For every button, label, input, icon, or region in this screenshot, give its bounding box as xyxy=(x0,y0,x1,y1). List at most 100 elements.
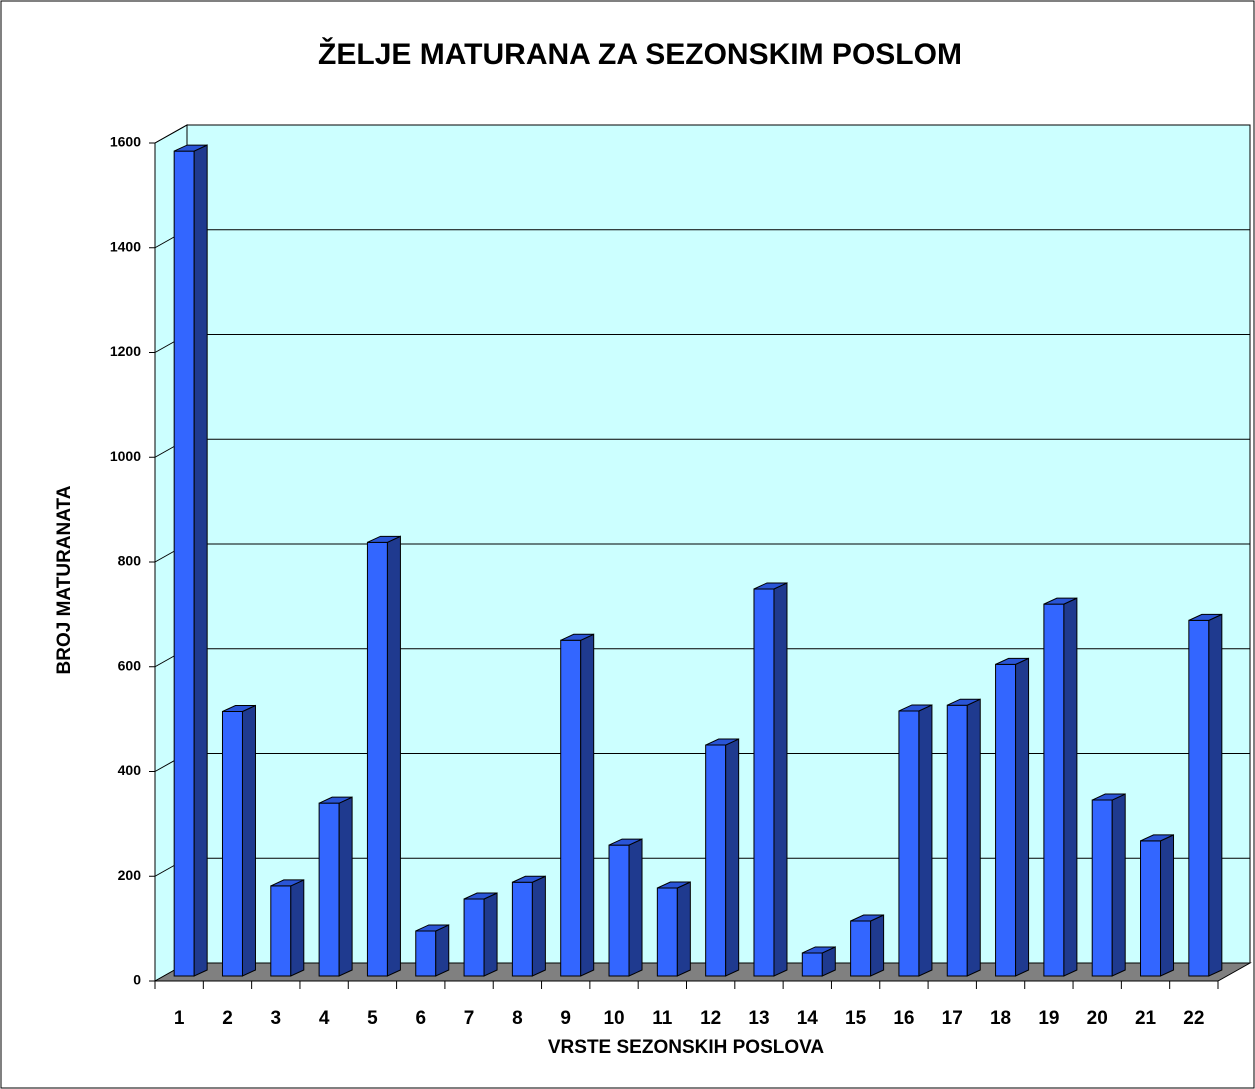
bar-face xyxy=(338,796,353,977)
bar xyxy=(1140,834,1175,977)
y-tick-label: 400 xyxy=(118,762,142,778)
bar-face xyxy=(483,892,498,977)
bar-face xyxy=(608,844,630,977)
bar xyxy=(366,535,401,977)
bar-face xyxy=(386,535,401,977)
x-tick-label: 2 xyxy=(222,1008,233,1029)
bar-face xyxy=(850,920,872,977)
bar xyxy=(221,704,256,977)
bar-face xyxy=(870,914,885,977)
x-tick-label: 19 xyxy=(1038,1008,1059,1029)
bar-face xyxy=(725,738,740,977)
x-tick-label: 18 xyxy=(990,1008,1011,1029)
bar-face xyxy=(463,898,485,977)
bar-face xyxy=(656,887,678,977)
x-tick-label: 6 xyxy=(415,1008,426,1029)
bar xyxy=(946,698,981,977)
bar xyxy=(753,582,788,977)
bar-face xyxy=(705,738,739,746)
grid-line xyxy=(154,124,188,144)
x-tick-label: 15 xyxy=(845,1008,867,1029)
y-axis-label: BROJ MATURANATA xyxy=(54,485,75,674)
bar-face xyxy=(1208,613,1223,977)
bar-face xyxy=(753,582,788,590)
bar-face xyxy=(608,838,643,846)
bar-face xyxy=(1063,597,1078,977)
bar-face xyxy=(435,924,450,977)
x-tick-label: 16 xyxy=(893,1008,914,1029)
x-tick-label: 21 xyxy=(1135,1008,1157,1029)
bar-face xyxy=(966,698,981,977)
bar xyxy=(270,879,305,977)
bar-face xyxy=(1091,793,1126,801)
bar-face xyxy=(802,946,836,954)
x-tick-label: 3 xyxy=(271,1008,282,1029)
bar-face xyxy=(366,541,388,977)
bar-face xyxy=(995,657,1029,665)
bar-face xyxy=(705,744,727,977)
bar xyxy=(850,914,885,977)
x-tick-label: 4 xyxy=(319,1008,330,1029)
bar-face xyxy=(801,952,823,977)
bar-face xyxy=(463,892,498,900)
bar-face xyxy=(1140,840,1162,977)
x-tick-label: 5 xyxy=(367,1008,378,1029)
bar-face xyxy=(898,704,933,712)
y-tick-label: 1200 xyxy=(110,343,141,359)
y-tick-label: 1400 xyxy=(110,238,141,254)
bar-face xyxy=(1160,834,1175,977)
bar-face xyxy=(995,663,1017,977)
x-tick-label: 14 xyxy=(797,1008,819,1029)
bar-face xyxy=(270,885,292,977)
x-tick-label: 13 xyxy=(748,1008,769,1029)
bar-face xyxy=(531,875,546,977)
bar-face xyxy=(415,930,437,977)
bar xyxy=(1188,613,1223,977)
bar-face xyxy=(193,144,208,977)
bar xyxy=(656,881,691,977)
bar-face xyxy=(947,698,981,706)
bar-face xyxy=(560,633,594,641)
bar-face xyxy=(850,914,884,922)
y-tick-label: 1600 xyxy=(110,134,141,150)
x-tick-label: 7 xyxy=(464,1008,475,1029)
bar xyxy=(1043,597,1078,977)
bar-face xyxy=(512,875,546,883)
bar-face xyxy=(367,535,401,543)
x-tick-label: 17 xyxy=(942,1008,963,1029)
bar xyxy=(318,796,353,977)
y-tick-label: 800 xyxy=(118,553,142,569)
bar-face xyxy=(1043,603,1065,977)
bar xyxy=(173,144,208,977)
bar-face xyxy=(221,711,243,977)
bar-face xyxy=(580,633,595,977)
bar-face xyxy=(773,582,788,977)
bar xyxy=(511,875,546,977)
x-tick-label: 8 xyxy=(512,1008,523,1029)
bar-face xyxy=(318,796,353,804)
chart-title: ŽELJE MATURANA ZA SEZONSKIM POSLOM xyxy=(318,37,962,71)
y-tick-label: 600 xyxy=(118,657,142,673)
x-axis-label: VRSTE SEZONSKIH POSLOVA xyxy=(548,1037,825,1058)
bar-face xyxy=(898,710,920,977)
bar xyxy=(1091,793,1126,977)
x-tick-label: 20 xyxy=(1087,1008,1108,1029)
bar-face xyxy=(290,879,305,977)
y-tick-label: 0 xyxy=(133,972,141,988)
bar xyxy=(608,838,643,977)
bar-face xyxy=(946,704,968,977)
bar-face xyxy=(270,879,305,887)
bar-face xyxy=(1015,657,1030,977)
bar-face xyxy=(241,704,256,977)
bar-face xyxy=(753,588,775,977)
bar-face xyxy=(1188,619,1210,977)
bar-face xyxy=(1188,613,1223,621)
bar xyxy=(801,946,836,977)
x-tick-label: 10 xyxy=(603,1008,624,1029)
y-tick-label: 1000 xyxy=(110,448,141,464)
bar xyxy=(705,738,740,977)
bar-face xyxy=(222,705,256,713)
x-tick-label: 22 xyxy=(1183,1008,1204,1029)
x-tick-label: 1 xyxy=(174,1008,185,1029)
x-tick-label: 9 xyxy=(560,1008,571,1029)
